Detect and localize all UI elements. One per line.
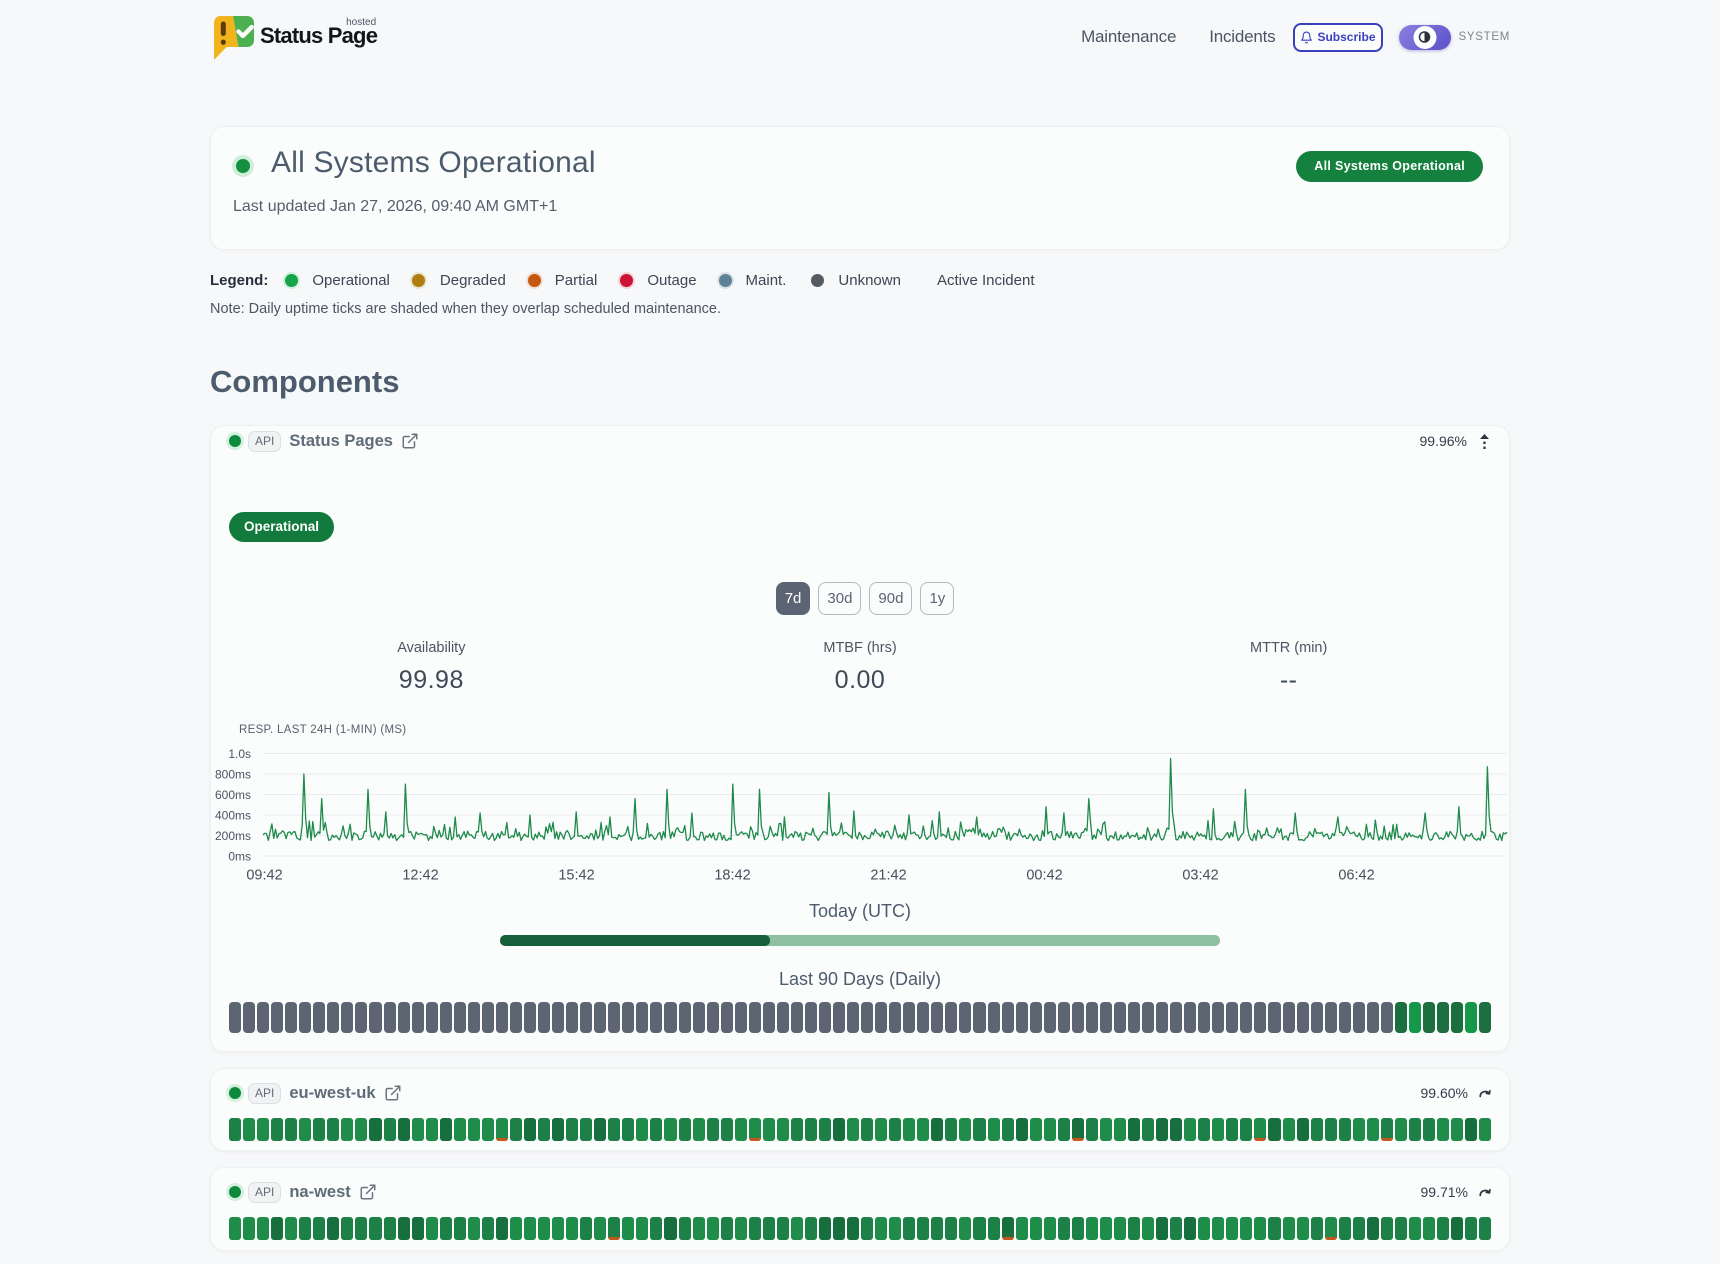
svg-text:21:42: 21:42 (870, 868, 906, 884)
svg-text:00:42: 00:42 (1026, 868, 1062, 884)
svg-text:06:42: 06:42 (1338, 868, 1374, 884)
svg-text:400ms: 400ms (215, 809, 251, 823)
svg-text:1.0s: 1.0s (228, 747, 251, 761)
svg-text:15:42: 15:42 (558, 868, 594, 884)
svg-text:12:42: 12:42 (402, 868, 438, 884)
svg-text:600ms: 600ms (215, 788, 251, 802)
svg-text:800ms: 800ms (215, 768, 251, 782)
svg-text:09:42: 09:42 (246, 868, 282, 884)
svg-text:200ms: 200ms (215, 829, 251, 843)
svg-text:0ms: 0ms (228, 850, 251, 864)
svg-text:18:42: 18:42 (714, 868, 750, 884)
svg-text:03:42: 03:42 (1182, 868, 1218, 884)
